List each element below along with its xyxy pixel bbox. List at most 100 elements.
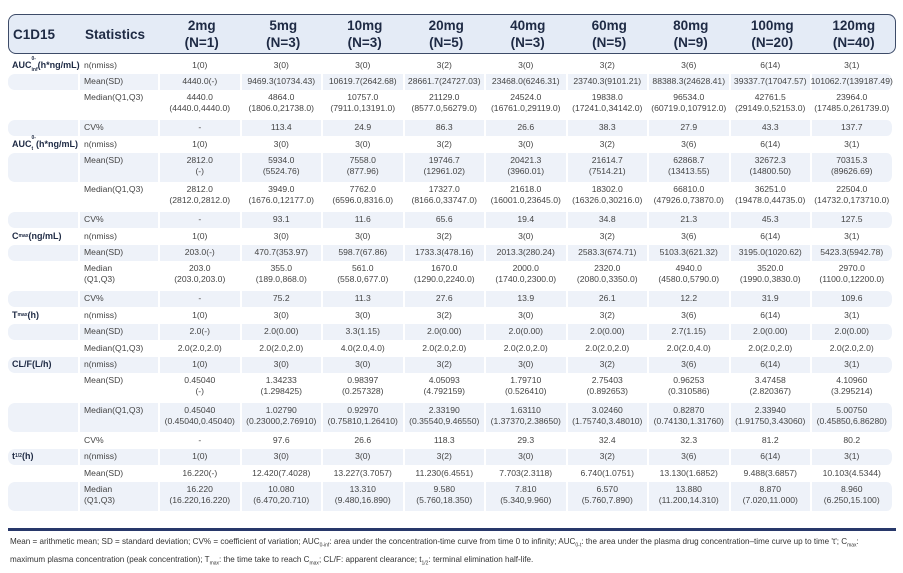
- value-cell: 3(2): [567, 448, 649, 465]
- value-cell: 6(14): [731, 307, 812, 324]
- value-cell: 0.92970 (0.75810,1.26410): [323, 402, 405, 432]
- parameter-cell: CL/F(L/h): [8, 356, 80, 373]
- value-cell: 6.570 (5.760,7.890): [567, 481, 649, 511]
- value-cell: 80.2: [812, 432, 894, 449]
- value-cell: 3(0): [323, 228, 405, 245]
- value-cell: 32.4: [568, 432, 649, 449]
- value-cell: 19.4: [486, 211, 568, 228]
- value-cell: 3.47458 (2.820367): [731, 373, 812, 403]
- value-cell: 21618.0 (16001.0,23645.0): [486, 182, 568, 212]
- value-cell: 3(6): [649, 136, 731, 153]
- value-cell: 127.5: [812, 211, 894, 228]
- value-cell: 2812.0 (2812.0,2812.0): [160, 182, 242, 212]
- table-row: Median(Q1,Q3) 2812.0 (2812.0,2812.0) 3949.…: [8, 182, 896, 212]
- parameter-cell: AUC 0-t (h*ng/mL): [8, 135, 80, 153]
- value-cell: 75.2: [241, 290, 323, 307]
- value-cell: 26.6: [486, 119, 568, 136]
- value-cell: 10.103(4.5344): [812, 465, 894, 482]
- value-cell: 2.0(0.00): [567, 323, 649, 340]
- parameter-subscript: 1/2: [15, 453, 22, 460]
- statistic-label: Mean(SD): [80, 152, 160, 182]
- value-cell: 2.0(2.0,2.0): [405, 340, 486, 357]
- value-cell: 13.9: [486, 290, 568, 307]
- table-row: AUC 0-t (h*ng/mL) n(nmiss) 1(0) 3(0) 3(0) 3(2) 3…: [8, 135, 896, 153]
- statistic-label: Median(Q1,Q3): [80, 402, 160, 432]
- value-cell: 4440.0 (4440.0,4440.0): [160, 90, 242, 120]
- value-cell: 3(1): [812, 228, 894, 245]
- parameter-name: C: [12, 230, 19, 241]
- statistic-label: Mean(SD): [80, 73, 160, 90]
- parameter-cell: t 1/2 (h): [8, 448, 80, 465]
- value-cell: 1(0): [160, 448, 242, 465]
- value-cell: 2320.0 (2080.0,3350.0): [568, 261, 649, 291]
- value-cell: 3949.0 (1676.0,12177.0): [242, 182, 323, 212]
- value-cell: 13.880 (11.200,14.310): [649, 481, 731, 511]
- value-cell: 62868.7 (13413.55): [649, 152, 731, 182]
- value-cell: 3(0): [323, 57, 405, 74]
- value-cell: 3(0): [486, 228, 568, 245]
- value-cell: 81.2: [731, 432, 812, 449]
- value-cell: 93.1: [241, 211, 323, 228]
- value-cell: 2.0(2.0,2.0): [242, 340, 323, 357]
- value-cell: 10757.0 (7911.0,13191.0): [323, 90, 405, 120]
- value-cell: 1.79710 (0.526410): [486, 373, 568, 403]
- value-cell: 4440.0(-): [160, 73, 242, 90]
- value-cell: 137.7: [812, 119, 894, 136]
- value-cell: 109.6: [812, 290, 894, 307]
- value-cell: 24524.0 (16761.0,29119.0): [486, 90, 568, 120]
- table-row: t 1/2 (h) n(nmiss) 1(0) 3(0) 3(0) 3(2) 3(0) 3(2) 3…: [8, 448, 896, 465]
- value-cell: 598.7(67.86): [323, 244, 405, 261]
- footnote-text: ; CL/F: apparent clearance; t: [318, 554, 422, 564]
- value-cell: 203.0(-): [160, 244, 242, 261]
- value-cell: 1(0): [160, 136, 242, 153]
- parameter-name: CL/F(L/h): [12, 359, 52, 370]
- statistic-label: Median(Q1,Q3): [80, 340, 160, 357]
- parameter-cell: [8, 119, 80, 136]
- statistic-label: n(nmiss): [80, 57, 160, 74]
- value-cell: 3195.0(1020.62): [730, 244, 812, 261]
- parameter-subscript: 0-inf: [31, 56, 38, 74]
- value-cell: 9.580 (5.760,18.350): [404, 481, 486, 511]
- value-cell: 0.45040 (0.45040,0.45040): [160, 402, 242, 432]
- value-cell: 4940.0 (4580.0,5790.0): [649, 261, 731, 291]
- value-cell: 3(0): [242, 307, 323, 324]
- parameter-cell: [8, 261, 80, 291]
- value-cell: 6(14): [730, 356, 812, 373]
- value-cell: 2.0(2.0,2.0): [486, 340, 568, 357]
- value-cell: 3(6): [649, 356, 731, 373]
- value-cell: 101062.7(139187.49): [811, 73, 894, 90]
- value-cell: 13.130(1.6852): [649, 465, 731, 482]
- table-row: CL/F(L/h) n(nmiss) 1(0) 3(0) 3(0) 3(2) 3(0) 3(2…: [8, 356, 896, 373]
- value-cell: 2.33940 (1.91750,3.43060): [730, 402, 812, 432]
- table-row: CV% -75.2 11.3 27.6 13.9 26.1 12.2 31.9 109.6: [8, 290, 896, 307]
- parameter-name: t: [12, 451, 15, 462]
- table-row: Mean(SD) 2.0(-) 2.0(0.00) 3.3(1.15) 2.0(0.00…: [8, 323, 896, 340]
- value-cell: 3.02460 (1.75740,3.48010): [567, 402, 649, 432]
- table-row: Median(Q1,Q3) 2.0(2.0,2.0) 2.0(2.0,2.0) 4.0…: [8, 340, 896, 357]
- value-cell: 3(2): [568, 136, 649, 153]
- value-cell: 29.3: [486, 432, 568, 449]
- value-cell: 5103.3(621.32): [649, 244, 731, 261]
- value-cell: 3(2): [568, 307, 649, 324]
- footnote-subscript: 0-inf: [319, 542, 330, 549]
- footnote: Mean = arithmetic mean; SD = standard de…: [10, 535, 895, 570]
- value-cell: 1.34233 (1.298425): [242, 373, 323, 403]
- value-cell: 18302.0 (16326.0,30216.0): [568, 182, 649, 212]
- value-cell: 5.00750 (0.45850,6.86280): [812, 402, 894, 432]
- value-cell: 3(0): [241, 448, 323, 465]
- value-cell: 3(2): [567, 356, 649, 373]
- header-dose-2: 10mg (N=3): [347, 18, 383, 50]
- value-cell: 3(1): [812, 448, 894, 465]
- value-cell: 2.33190 (0.35540,9.46550): [404, 402, 486, 432]
- parameter-cell: [8, 244, 80, 261]
- parameter-cell: [8, 182, 80, 212]
- value-cell: 3(1): [812, 57, 894, 74]
- value-cell: 4864.0 (1806.0,21738.0): [242, 90, 323, 120]
- value-cell: 3(0): [323, 307, 405, 324]
- parameter-unit: (h): [27, 309, 40, 320]
- table-row: CV% -113.4 24.9 86.3 26.6 38.3 27.9 43.3 137.7: [8, 119, 896, 136]
- value-cell: 3(2): [405, 307, 486, 324]
- value-cell: 3(0): [486, 356, 568, 373]
- value-cell: 3(0): [323, 356, 405, 373]
